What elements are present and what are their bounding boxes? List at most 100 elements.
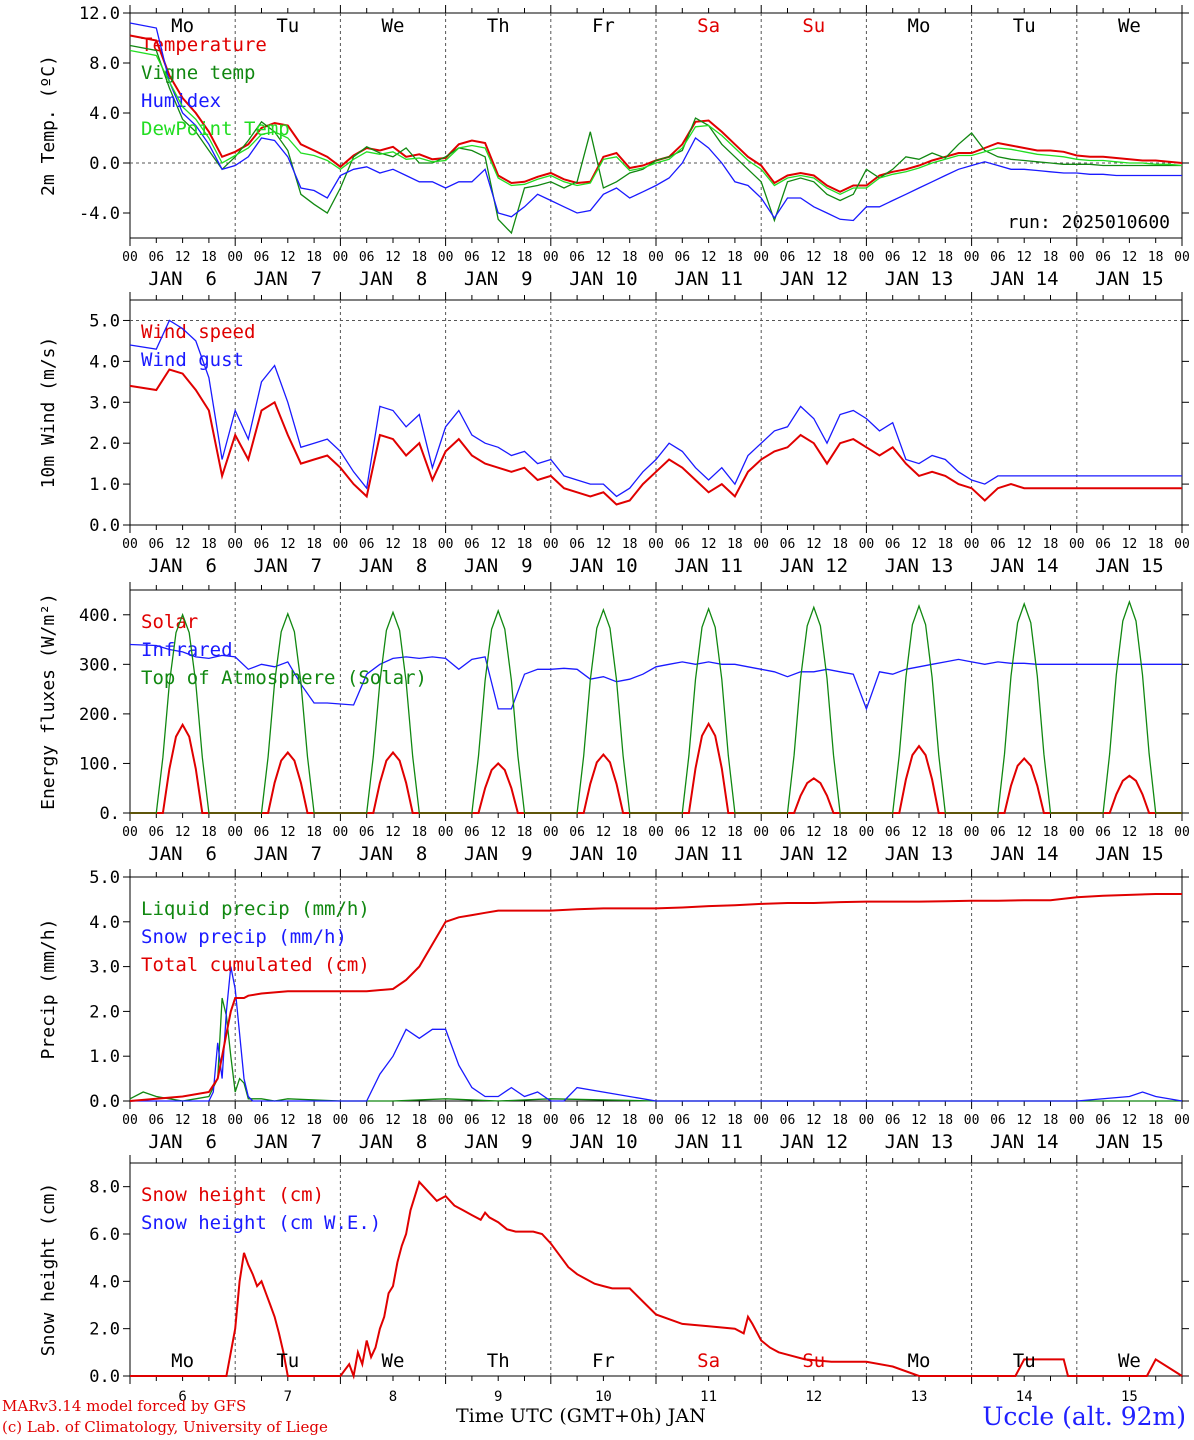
hour-label: 06 xyxy=(254,537,270,552)
hour-label: 06 xyxy=(464,825,480,840)
date-label: JAN 9 xyxy=(464,555,533,577)
hour-label: 00 xyxy=(859,537,875,552)
hour-label: 12 xyxy=(806,1113,822,1128)
hour-label: 06 xyxy=(148,537,164,552)
hour-label: 12 xyxy=(596,250,612,265)
hour-label: 18 xyxy=(411,1113,427,1128)
series-line xyxy=(129,319,1182,498)
hour-label: 18 xyxy=(201,537,217,552)
date-label: JAN 15 xyxy=(1095,555,1164,577)
hour-label: 12 xyxy=(1122,1113,1138,1128)
legend-entry: Total cumulated (cm) xyxy=(141,954,370,976)
y-tick-label: 4.0 xyxy=(89,352,120,372)
hour-label: 06 xyxy=(1095,250,1111,265)
hour-label: 00 xyxy=(859,250,875,265)
y-tick-label: 200. xyxy=(79,705,120,725)
hour-label: 00 xyxy=(122,537,138,552)
date-number-label: 6 xyxy=(178,1389,186,1405)
hour-label: 18 xyxy=(411,250,427,265)
day-name-label: Mo xyxy=(171,15,194,37)
hour-label: 12 xyxy=(806,250,822,265)
hour-label: 12 xyxy=(596,537,612,552)
y-tick-label: 300. xyxy=(79,655,120,675)
hour-label: 00 xyxy=(1069,825,1085,840)
hour-label: 06 xyxy=(569,250,585,265)
hour-label: 12 xyxy=(701,250,717,265)
hour-label: 12 xyxy=(175,825,191,840)
hour-label: 06 xyxy=(990,825,1006,840)
hour-label: 00 xyxy=(1174,1113,1190,1128)
hour-label: 06 xyxy=(464,250,480,265)
date-number-label: 15 xyxy=(1121,1389,1138,1405)
lab-credit: (c) Lab. of Climatology, University of L… xyxy=(2,1418,328,1436)
hour-label: 06 xyxy=(148,1113,164,1128)
hour-label: 06 xyxy=(569,825,585,840)
y-tick-label: 4.0 xyxy=(89,913,120,933)
y-axis-label: 2m Temp. (ºC) xyxy=(38,55,59,196)
hour-label: 12 xyxy=(1122,250,1138,265)
day-name-label: Fr xyxy=(592,1350,615,1372)
legend-entry: Wind speed xyxy=(141,321,255,343)
legend-entry: Humidex xyxy=(141,90,221,112)
y-tick-label: 1.0 xyxy=(89,475,120,495)
day-name-label: Tu xyxy=(276,15,299,37)
hour-label: 06 xyxy=(569,537,585,552)
date-label: JAN 6 xyxy=(148,268,217,290)
day-name-label: Th xyxy=(487,15,510,37)
date-label: JAN 6 xyxy=(148,843,217,865)
hour-label: 06 xyxy=(780,825,796,840)
day-name-label: Fr xyxy=(592,15,615,37)
legend-entry: Snow height (cm W.E.) xyxy=(141,1212,381,1234)
legend-entry: Snow height (cm) xyxy=(141,1184,324,1206)
date-label: JAN 10 xyxy=(569,268,638,290)
y-tick-label: 0.0 xyxy=(89,1092,120,1112)
y-tick-label: 400. xyxy=(79,606,120,626)
hour-label: 18 xyxy=(937,250,953,265)
hour-label: 12 xyxy=(490,825,506,840)
y-tick-label: 6.0 xyxy=(89,1225,120,1245)
legend-entry: Vigne temp xyxy=(141,62,255,84)
hour-label: 18 xyxy=(517,250,533,265)
day-name-label: Th xyxy=(487,1350,510,1372)
hour-label: 12 xyxy=(175,1113,191,1128)
panel-5: 8.0 6.0 4.0 2.0 0.0 Snow height (cm) Snow heig… xyxy=(38,1155,1189,1405)
y-tick-label: 8.0 xyxy=(89,1178,120,1198)
y-tick-label: 0.0 xyxy=(89,154,120,174)
hour-label: 12 xyxy=(490,1113,506,1128)
hour-label: 00 xyxy=(859,825,875,840)
hour-label: 00 xyxy=(438,250,454,265)
hour-label: 00 xyxy=(438,537,454,552)
hour-label: 06 xyxy=(359,825,375,840)
hour-label: 06 xyxy=(885,250,901,265)
hour-label: 12 xyxy=(911,825,927,840)
hour-label: 12 xyxy=(1016,1113,1032,1128)
day-name-label: Tu xyxy=(1013,15,1036,37)
hour-label: 18 xyxy=(727,250,743,265)
hour-label: 18 xyxy=(1148,537,1164,552)
y-tick-label: -4.0 xyxy=(79,204,120,224)
hour-label: 18 xyxy=(622,1113,638,1128)
hour-label: 00 xyxy=(648,250,664,265)
hour-label: 00 xyxy=(753,537,769,552)
hour-label: 12 xyxy=(1016,250,1032,265)
hour-label: 06 xyxy=(359,250,375,265)
hour-label: 12 xyxy=(911,1113,927,1128)
hour-label: 00 xyxy=(964,537,980,552)
date-label: JAN 7 xyxy=(253,555,322,577)
hour-label: 06 xyxy=(464,537,480,552)
hour-label: 06 xyxy=(674,250,690,265)
date-label: JAN 8 xyxy=(359,843,428,865)
hour-label: 00 xyxy=(1069,537,1085,552)
panel-4: 5.0 4.0 3.0 2.0 1.0 0.0 Precip (mm/h) Liquid pr… xyxy=(38,868,1190,1153)
hour-label: 18 xyxy=(727,1113,743,1128)
hour-label: 18 xyxy=(937,825,953,840)
date-label: JAN 9 xyxy=(464,268,533,290)
hour-label: 00 xyxy=(333,1113,349,1128)
y-axis-label: Energy fluxes (W/m²) xyxy=(38,593,59,810)
hour-label: 12 xyxy=(911,537,927,552)
hour-label: 12 xyxy=(596,825,612,840)
hour-label: 00 xyxy=(438,825,454,840)
y-tick-label: 100. xyxy=(79,754,120,774)
hour-label: 00 xyxy=(227,537,243,552)
